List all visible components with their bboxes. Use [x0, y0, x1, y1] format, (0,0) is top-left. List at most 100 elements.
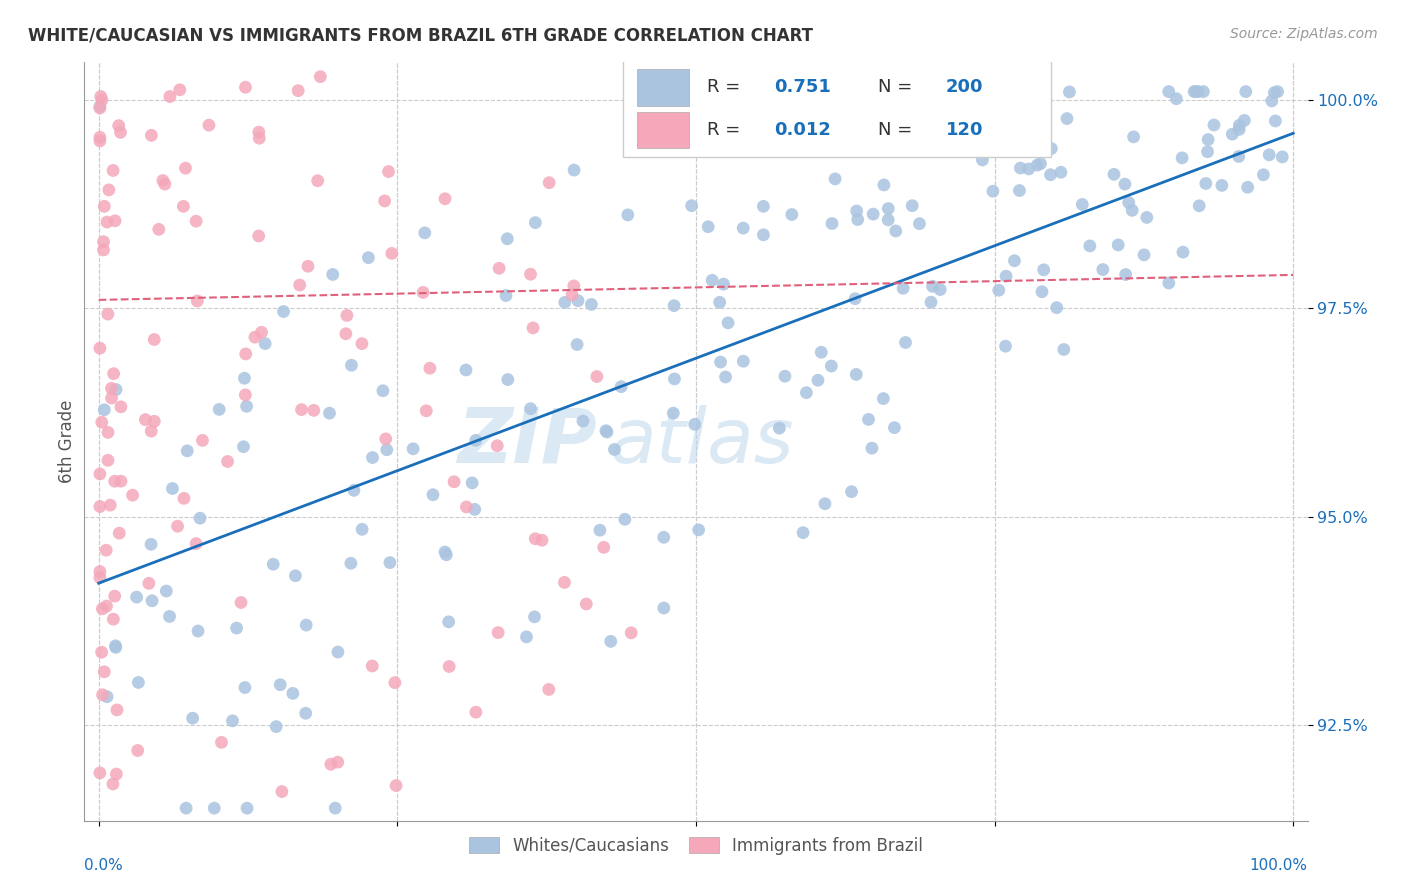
Point — [464, 502, 486, 516]
Point — [93, 235, 115, 249]
Point — [713, 277, 735, 292]
Point — [1026, 158, 1049, 172]
Point — [412, 285, 434, 300]
Point — [402, 442, 425, 456]
Point — [1029, 122, 1052, 136]
Point — [662, 406, 685, 420]
Point — [141, 424, 163, 438]
Point — [269, 678, 291, 692]
Point — [413, 226, 436, 240]
Point — [820, 359, 842, 373]
Point — [515, 630, 537, 644]
Point — [1171, 151, 1194, 165]
Point — [688, 523, 710, 537]
Point — [592, 541, 614, 555]
Point — [1233, 113, 1256, 128]
Point — [562, 163, 585, 178]
Point — [91, 601, 114, 615]
Point — [495, 288, 517, 302]
Point — [415, 404, 437, 418]
Point — [877, 202, 900, 216]
Point — [188, 511, 211, 525]
Point — [103, 367, 125, 381]
Point — [357, 251, 380, 265]
Point — [901, 144, 924, 158]
Point — [519, 267, 541, 281]
Point — [1107, 238, 1129, 252]
Point — [595, 424, 617, 438]
Point — [845, 204, 868, 219]
Point — [229, 595, 252, 609]
Point — [780, 207, 803, 221]
Point — [914, 96, 936, 111]
Point — [752, 227, 775, 242]
Point — [208, 402, 231, 417]
Point — [717, 316, 740, 330]
Point — [264, 720, 287, 734]
Point — [486, 625, 509, 640]
Point — [620, 625, 643, 640]
Point — [434, 192, 457, 206]
Point — [186, 293, 208, 308]
Point — [361, 659, 384, 673]
Point — [105, 703, 128, 717]
Point — [270, 784, 292, 798]
Text: N =: N = — [879, 78, 918, 96]
Point — [105, 767, 128, 781]
Point — [884, 224, 907, 238]
Point — [1227, 122, 1250, 136]
Text: 0.012: 0.012 — [775, 121, 831, 139]
Point — [295, 618, 318, 632]
Point — [553, 575, 575, 590]
Point — [174, 801, 197, 815]
Point — [361, 450, 384, 465]
Point — [89, 130, 111, 145]
Point — [1053, 343, 1076, 357]
Point — [294, 706, 316, 721]
Point — [159, 609, 181, 624]
Point — [90, 645, 112, 659]
Point — [1115, 268, 1137, 282]
Text: N =: N = — [879, 121, 918, 139]
Point — [221, 714, 243, 728]
Point — [1032, 262, 1054, 277]
Point — [662, 299, 685, 313]
Point — [1263, 86, 1285, 100]
Point — [217, 454, 239, 468]
Point — [1197, 145, 1219, 159]
Point — [434, 548, 457, 562]
Point — [841, 484, 863, 499]
Point — [191, 434, 214, 448]
Point — [464, 434, 486, 448]
Point — [121, 488, 143, 502]
Point — [709, 295, 731, 310]
Point — [127, 743, 149, 757]
Point — [603, 442, 626, 457]
Point — [254, 336, 277, 351]
Point — [873, 178, 896, 192]
Point — [537, 682, 560, 697]
Point — [1046, 301, 1069, 315]
Point — [567, 293, 589, 308]
Point — [672, 131, 695, 145]
Point — [1271, 150, 1294, 164]
Point — [652, 530, 675, 544]
Point — [378, 556, 401, 570]
Point — [1114, 177, 1136, 191]
Point — [262, 558, 284, 572]
Point — [1211, 178, 1233, 193]
Point — [97, 183, 120, 197]
Point — [1220, 127, 1243, 141]
Point — [995, 269, 1018, 284]
Point — [1118, 195, 1140, 210]
Point — [522, 321, 544, 335]
Point — [381, 246, 404, 260]
Point — [153, 177, 176, 191]
Point — [844, 292, 866, 306]
Point — [565, 337, 588, 351]
Text: R =: R = — [707, 78, 747, 96]
Point — [1197, 132, 1219, 146]
Point — [173, 491, 195, 506]
Point — [143, 414, 166, 428]
Point — [139, 537, 162, 551]
